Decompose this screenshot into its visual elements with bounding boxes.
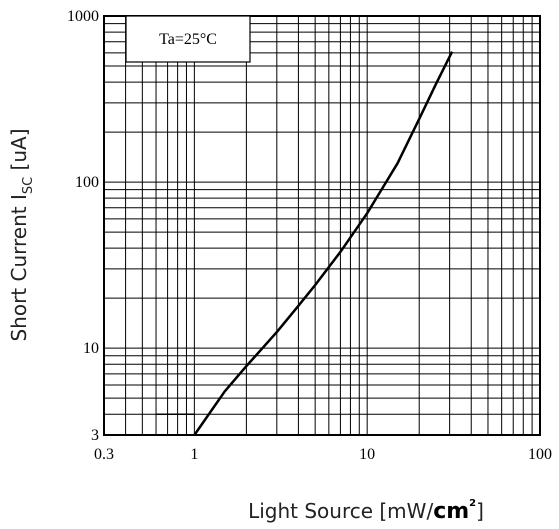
x-tick-label: 10 — [359, 446, 375, 463]
annotation-text: Ta=25°C — [159, 31, 217, 48]
y-axis-label-sub: SC — [21, 177, 36, 194]
annotation-box: Ta=25°C — [125, 15, 251, 63]
y-axis-label-main: Short Current I — [7, 194, 31, 341]
x-axis-label-unit: cm — [433, 499, 469, 524]
x-axis-label: Light Source [mW/cm2] — [248, 498, 484, 524]
x-axis-label-end: ] — [476, 499, 484, 523]
ticks: 0.3 1 10 100 3 10 100 1000 — [67, 8, 552, 463]
x-tick-label: 100 — [528, 446, 552, 463]
y-tick-label: 10 — [83, 340, 99, 357]
grid — [104, 16, 540, 435]
y-tick-label: 1000 — [67, 8, 99, 25]
plot-frame — [103, 15, 541, 436]
y-tick-label: 100 — [75, 174, 99, 191]
y-tick-label: 3 — [91, 427, 99, 444]
y-axis-label: Short Current ISC [uA] — [7, 128, 36, 341]
marks — [156, 51, 454, 436]
y-axis-label-end: [uA] — [7, 128, 31, 176]
x-tick-label: 1 — [190, 446, 198, 463]
x-axis-label-main: Light Source [mW/ — [248, 499, 433, 523]
series-line — [193, 51, 454, 436]
x-axis-label-sup: 2 — [469, 498, 476, 509]
x-tick-label: 0.3 — [94, 446, 114, 463]
